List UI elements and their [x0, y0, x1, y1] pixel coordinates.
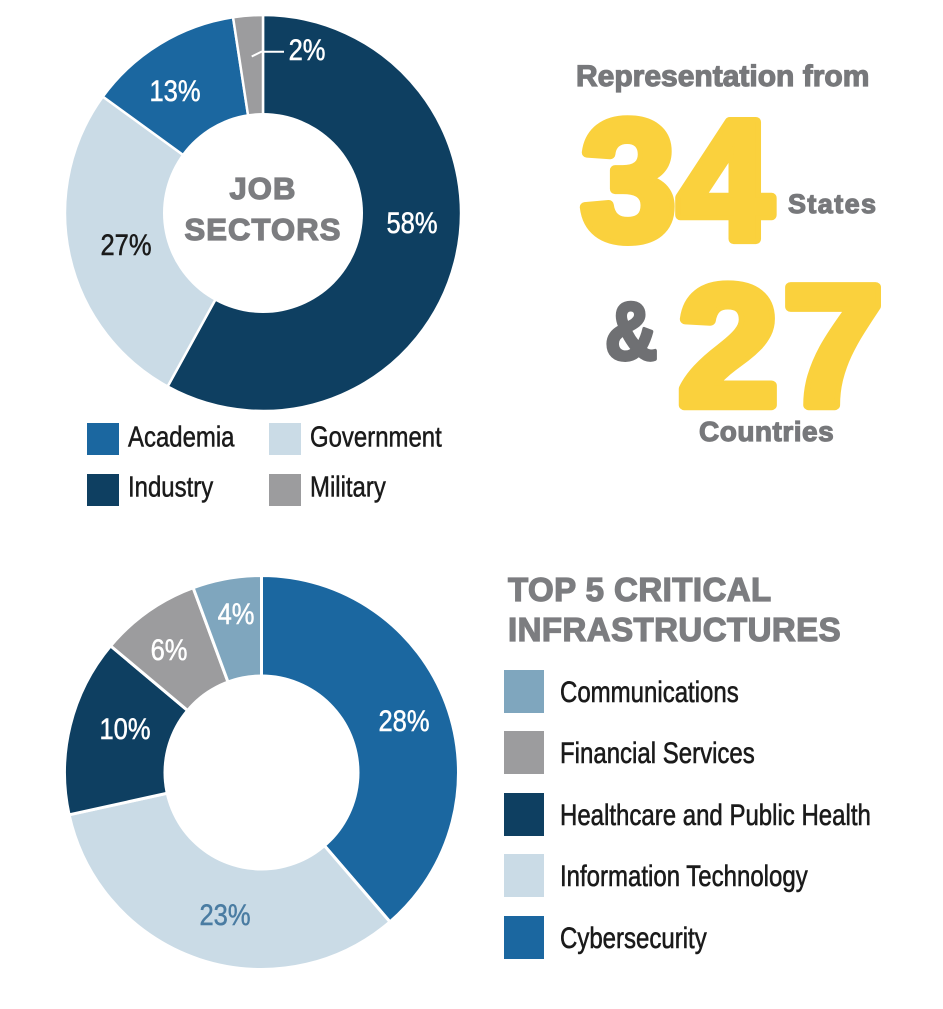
svg-text:&: &: [605, 286, 657, 377]
svg-text:27: 27: [678, 252, 888, 442]
svg-text:34: 34: [581, 86, 774, 276]
